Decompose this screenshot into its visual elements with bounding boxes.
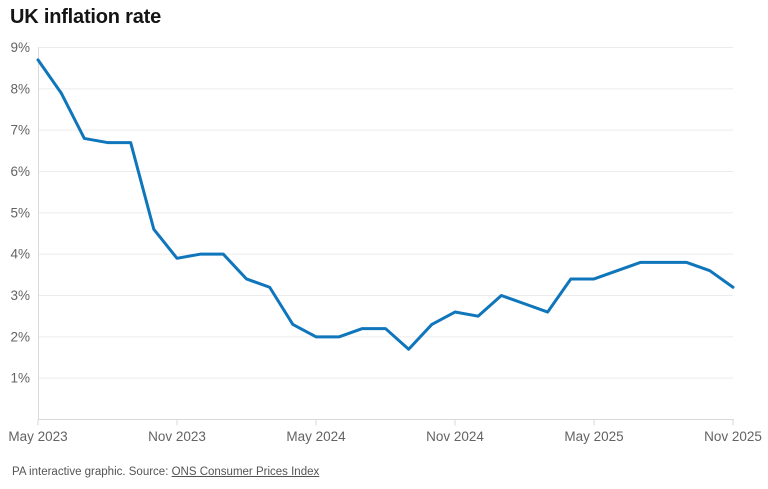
y-tick-label: 4%	[10, 247, 30, 262]
source-text: PA interactive graphic. Source:	[12, 466, 172, 478]
x-tick-label: Nov 2023	[148, 429, 206, 444]
y-tick-label: 8%	[10, 81, 30, 96]
chart-title: UK inflation rate	[10, 6, 162, 28]
y-tick-label: 1%	[10, 371, 30, 386]
inflation-line	[36, 58, 735, 351]
y-tick-label: 2%	[10, 329, 30, 344]
x-tick-label: May 2024	[286, 429, 346, 444]
y-tick-label: 6%	[10, 164, 30, 179]
inflation-line-chart: 1% 2% 3% 4% 5% 6% 7% 8% 9% May 2023 Nov 2023 May 20…	[8, 40, 762, 444]
source-note: PA interactive graphic. Source: ONS Cons…	[12, 466, 319, 478]
x-tick-label: May 2025	[564, 429, 623, 444]
x-tick-label: May 2023	[8, 429, 67, 444]
source-link[interactable]: ONS Consumer Prices Index	[171, 466, 320, 478]
y-tick-label: 7%	[10, 123, 30, 138]
y-tick-label: 3%	[10, 288, 30, 303]
y-tick-label: 5%	[10, 205, 30, 220]
y-tick-label: 9%	[10, 40, 30, 55]
x-tick-label: Nov 2025	[704, 429, 762, 444]
x-tick-label: Nov 2024	[426, 429, 484, 444]
